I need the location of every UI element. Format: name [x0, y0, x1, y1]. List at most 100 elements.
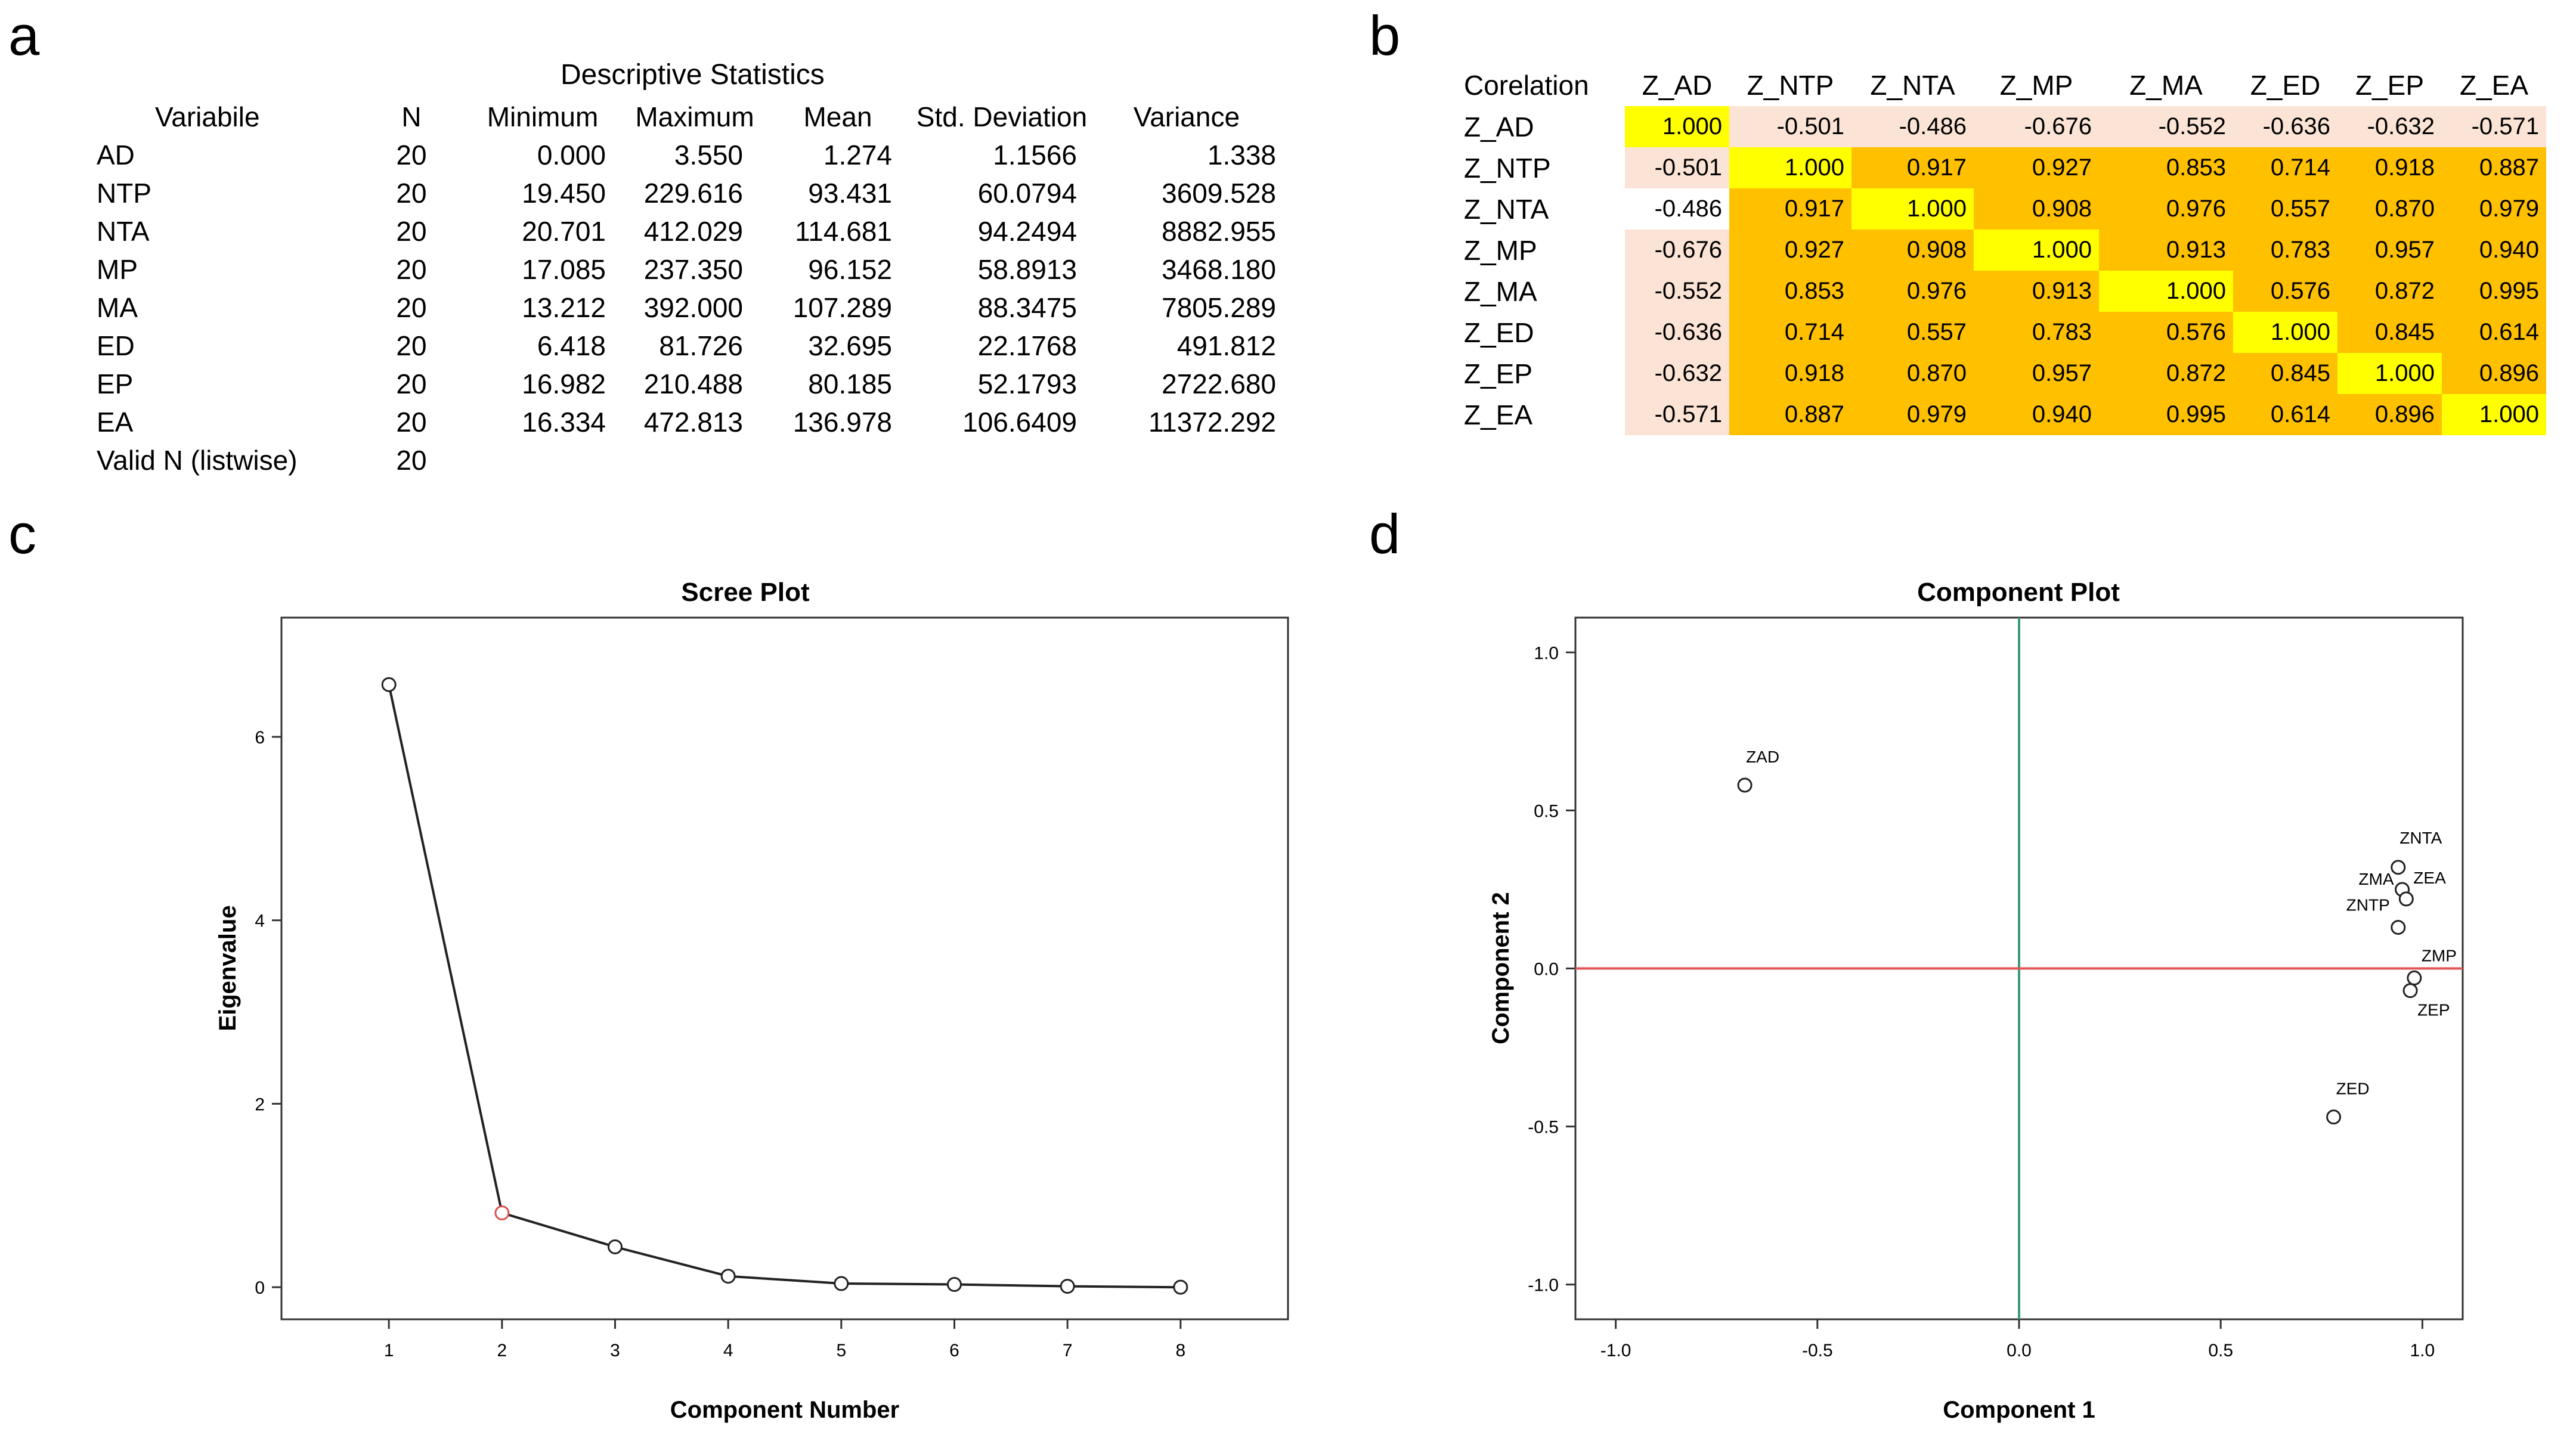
correlation-cell: 0.917 [1852, 147, 1974, 188]
correlation-row-label: Z_ED [1464, 312, 1625, 353]
descriptive-cell: 392.000 [643, 292, 743, 323]
descriptive-header-cell: Variabile [155, 101, 260, 132]
correlation-row-label: Z_AD [1464, 106, 1625, 147]
scree-y-tick-label: 6 [255, 728, 265, 748]
descriptive-cell [1097, 441, 1276, 479]
component-y-tick-label: 1.0 [1534, 643, 1559, 663]
correlation-cell: 1.000 [1852, 188, 1974, 230]
descriptive-row-label: NTA [97, 216, 150, 247]
correlation-cell: 0.979 [2442, 188, 2546, 230]
correlation-cell: 0.557 [1852, 312, 1974, 353]
component-point-label: ZEA [2413, 869, 2446, 887]
scree-x-tick-label: 7 [1063, 1341, 1073, 1360]
correlation-cell: -0.501 [1729, 106, 1852, 147]
component-point-label: ZMP [2422, 946, 2457, 965]
descriptive-cell: 20 [396, 216, 427, 247]
correlation-column-header: Z_AD [1642, 70, 1713, 101]
correlation-cell: -0.632 [1625, 353, 1729, 394]
descriptive-cell: 210.488 [643, 368, 743, 399]
descriptive-row: AD 20 0.000 3.550 1.274 1.1566 1.338 [89, 136, 1276, 174]
component-plot: Component Plot -1.0 -0.5 0.0 0.5 1.0 1.0 0.5 0.… [1488, 578, 2464, 1423]
descriptive-cell: 20 [396, 254, 427, 285]
descriptive-row: ED 20 6.418 81.726 32.695 22.1768 491.812 [89, 327, 1276, 365]
component-x-tick-label: 1.0 [2410, 1341, 2435, 1360]
descriptive-cell: 88.3475 [977, 292, 1077, 323]
correlation-row: Z_AD 1.000 -0.501 -0.486 -0.676 -0.552 -0.636-… [1464, 106, 2546, 147]
panel-label-c: c [8, 503, 36, 565]
correlation-cell: 0.845 [2337, 312, 2442, 353]
correlation-column-header: Z_ED [2250, 70, 2321, 101]
panel-label-d: d [1369, 503, 1401, 565]
descriptive-cell: 22.1768 [977, 330, 1077, 361]
correlation-cell: 0.845 [2233, 353, 2337, 394]
correlation-corner-label: Corelation [1464, 70, 1589, 101]
descriptive-cell: 20 [396, 140, 427, 171]
scree-x-axis-label: Component Number [670, 1397, 899, 1423]
descriptive-body: AD 20 0.000 3.550 1.274 1.1566 1.338 NTP 20 19.45… [89, 136, 1276, 479]
correlation-cell: 1.000 [2442, 394, 2546, 435]
descriptive-cell: 1.274 [823, 140, 892, 171]
scree-series-line [388, 684, 1181, 1289]
correlation-column-header: Z_EP [2355, 70, 2425, 101]
correlation-cell: 0.714 [1729, 312, 1852, 353]
scree-axes: 1 2 3 4 5 6 7 8 0 2 4 6 [255, 728, 1185, 1360]
descriptive-cell: 1.338 [1207, 140, 1276, 171]
component-point-label: ZNTA [2399, 829, 2442, 847]
descriptive-header-cell: Maximum [635, 101, 754, 132]
correlation-cell: 1.000 [1625, 106, 1729, 147]
component-y-axis-label: Component 2 [1488, 892, 1514, 1044]
correlation-cell: 0.913 [1974, 271, 2099, 312]
descriptive-cell: 107.289 [792, 292, 892, 323]
correlation-cell: -0.552 [2099, 106, 2233, 147]
descriptive-row: EA 20 16.334 472.813 136.978 106.6409 11372.29… [89, 403, 1276, 441]
descriptive-cell: 8882.955 [1162, 216, 1276, 247]
correlation-cell: -0.501 [1625, 147, 1729, 188]
correlation-cell: 0.918 [1729, 353, 1852, 394]
descriptive-cell: 96.152 [808, 254, 892, 285]
correlation-cell: 0.783 [2233, 230, 2337, 271]
correlation-cell: 0.918 [2337, 147, 2442, 188]
correlation-column-header: Z_EA [2459, 70, 2529, 101]
component-x-tick-label: 0.5 [2208, 1341, 2233, 1360]
descriptive-header-cell: Mean [803, 101, 872, 132]
descriptive-cell: 52.1793 [977, 368, 1077, 399]
descriptive-cell: 3.550 [674, 140, 743, 171]
scree-y-tick-label: 0 [255, 1278, 265, 1298]
descriptive-cell: 94.2494 [977, 216, 1077, 247]
descriptive-cell: 93.431 [808, 178, 892, 209]
correlation-row: Z_ED -0.636 0.714 0.557 0.783 0.576 1.000 0.845… [1464, 312, 2546, 353]
scree-point [608, 1239, 623, 1254]
component-y-tick-label: -1.0 [1528, 1276, 1559, 1295]
descriptive-cell: 1.1566 [993, 140, 1077, 171]
descriptive-cell [620, 441, 769, 479]
scree-point [1060, 1279, 1075, 1294]
descriptive-row-label: EA [97, 407, 134, 438]
descriptive-cell: 32.695 [808, 330, 892, 361]
correlation-cell: 0.872 [2337, 271, 2442, 312]
correlation-cell: 1.000 [1729, 147, 1852, 188]
correlation-header-row: Corelation Z_AD Z_NTP Z_NTA Z_MP Z_MA Z_ED Z_EP… [1464, 64, 2546, 106]
component-point-label: ZAD [1746, 748, 1779, 766]
descriptive-statistics-title: Descriptive Statistics [561, 59, 825, 91]
descriptive-row-label: MA [97, 292, 138, 323]
correlation-row-label: Z_MA [1464, 271, 1625, 312]
descriptive-cell: 3468.180 [1162, 254, 1276, 285]
descriptive-cell: 106.6409 [962, 407, 1077, 438]
scree-point [834, 1276, 849, 1291]
descriptive-header-cell: N [401, 101, 422, 132]
correlation-cell: 1.000 [2233, 312, 2337, 353]
correlation-cell: 0.957 [2337, 230, 2442, 271]
correlation-cell: 1.000 [2099, 271, 2233, 312]
descriptive-row: EP 20 16.982 210.488 80.185 52.1793 2722.680 [89, 365, 1276, 403]
correlation-row-label: Z_NTA [1464, 188, 1625, 230]
scree-plot-title: Scree Plot [681, 578, 810, 607]
component-point-label: ZMA [2358, 870, 2394, 888]
correlation-cell: 0.927 [1974, 147, 2099, 188]
correlation-cell: 0.908 [1974, 188, 2099, 230]
correlation-cell: 0.576 [2233, 271, 2337, 312]
descriptive-row: NTA 20 20.701 412.029 114.681 94.2494 8882.955 [89, 212, 1276, 250]
descriptive-cell: 237.350 [643, 254, 743, 285]
component-marks: ZAD ZNTA ZMA ZEA ZNTP ZMP ZEP ZED [1737, 748, 2457, 1125]
descriptive-cell: 472.813 [643, 407, 743, 438]
descriptive-cell: 20 [396, 445, 427, 476]
